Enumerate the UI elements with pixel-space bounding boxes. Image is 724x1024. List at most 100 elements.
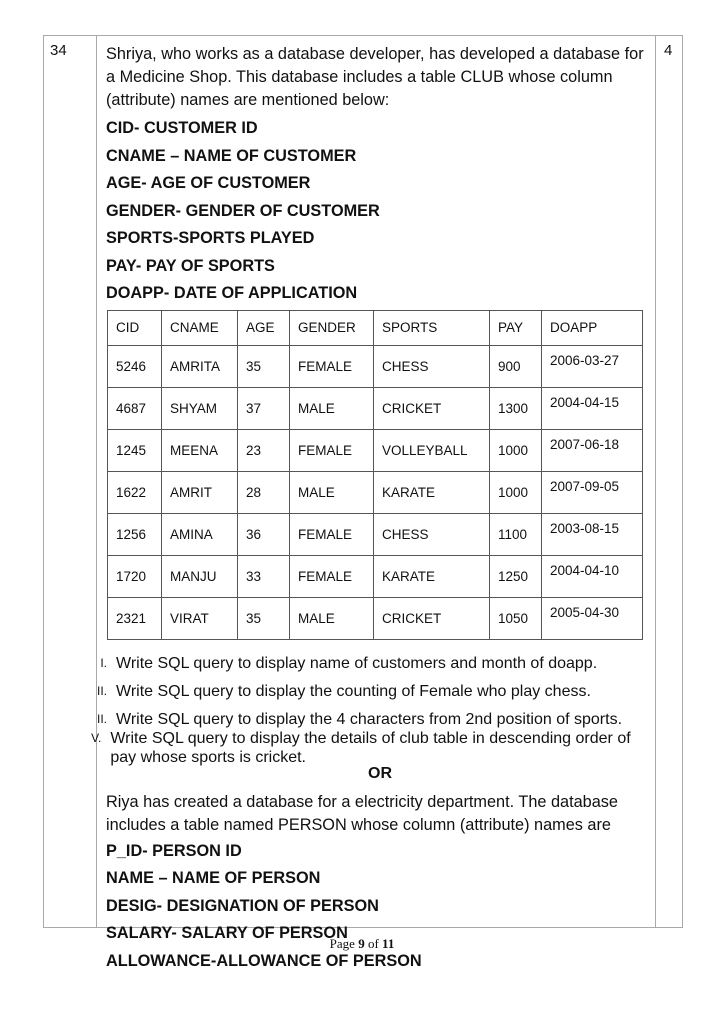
table-cell: 2004-04-10	[541, 554, 643, 598]
column-divider	[655, 36, 656, 927]
table-cell: MANJU	[161, 554, 238, 598]
table-header-row: CID CNAME AGE GENDER SPORTS PAY DOAPP	[107, 309, 643, 346]
sub-question-number: V.	[91, 730, 102, 745]
page-number: 9	[358, 936, 365, 951]
table-cell: 1050	[489, 596, 542, 640]
table-cell: MALE	[289, 596, 374, 640]
table-cell: 2004-04-15	[541, 386, 643, 430]
table-cell: 1300	[489, 386, 542, 430]
table-row: 1720 MANJU 33 FEMALE KARATE 1250 2004-04-10	[107, 554, 643, 598]
table-cell: AMINA	[161, 512, 238, 556]
header-cell: CID	[107, 309, 162, 346]
table-cell: 2005-04-30	[541, 596, 643, 640]
alt-attribute-list: P_ID- PERSON ID NAME – NAME OF PERSON DESI…	[106, 838, 654, 976]
sub-question: V. Write SQL query to display the details…	[91, 729, 654, 767]
question-table: 34 4 Shriya, who works as a database dev…	[43, 35, 683, 970]
table-cell: CHESS	[373, 512, 490, 556]
table-cell: MEENA	[161, 428, 238, 472]
table-row: 1622 AMRIT 28 MALE KARATE 1000 2007-09-05	[107, 470, 643, 514]
alt-attribute-item: DESIG- DESIGNATION OF PERSON	[106, 896, 379, 915]
table-row: 5246 AMRITA 35 FEMALE CHESS 900 2006-03-27	[107, 344, 643, 388]
intro-text: Shriya, who works as a database develope…	[106, 45, 644, 109]
table-cell: 1000	[489, 470, 542, 514]
table-cell: CRICKET	[373, 596, 490, 640]
sub-question-number: II.	[96, 683, 107, 698]
column-divider	[96, 36, 97, 927]
table-cell: 33	[237, 554, 290, 598]
sub-question: II. Write SQL query to display the 4 char…	[97, 710, 654, 729]
table-cell: SHYAM	[161, 386, 238, 430]
sub-question-text: Write SQL query to display the counting …	[116, 682, 591, 700]
table-cell: KARATE	[373, 554, 490, 598]
marks: 4	[664, 42, 673, 59]
or-separator: OR	[368, 764, 392, 782]
attribute-list: CID- CUSTOMER ID CNAME – NAME OF CUSTOMER…	[106, 115, 654, 308]
table-cell: AMRITA	[161, 344, 238, 388]
sub-question-text: Write SQL query to display the 4 charact…	[116, 710, 623, 728]
alt-attribute-item: P_ID- PERSON ID	[106, 841, 242, 860]
table-cell: VIRAT	[161, 596, 238, 640]
header-cell: DOAPP	[541, 309, 643, 346]
table-cell: 37	[237, 386, 290, 430]
table-cell: CRICKET	[373, 386, 490, 430]
table-cell: 23	[237, 428, 290, 472]
attribute-item: AGE- AGE OF CUSTOMER	[106, 174, 311, 192]
table-cell: 1720	[107, 554, 162, 598]
table-row: 2321 VIRAT 35 MALE CRICKET 1050 2005-04-30	[107, 596, 643, 640]
question-content: Shriya, who works as a database develope…	[91, 43, 654, 976]
table-cell: 1256	[107, 512, 162, 556]
alt-attribute-item: SALARY- SALARY OF PERSON	[106, 924, 348, 942]
sub-question-number: I.	[100, 655, 107, 670]
table-cell: 35	[237, 344, 290, 388]
sub-question: II. Write SQL query to display the counti…	[97, 682, 654, 701]
attribute-item: DOAPP- DATE OF APPLICATION	[106, 284, 358, 302]
attribute-item: CNAME – NAME OF CUSTOMER	[106, 146, 357, 165]
attribute-item: GENDER- GENDER OF CUSTOMER	[106, 201, 380, 220]
of-label: of	[367, 936, 379, 951]
table-cell: 900	[489, 344, 542, 388]
sub-question-text: Write SQL query to display name of custo…	[116, 654, 598, 672]
table-cell: 28	[237, 470, 290, 514]
attribute-item: SPORTS-SPORTS PLAYED	[106, 229, 315, 247]
page-label: Page	[329, 936, 355, 951]
table-cell: 1000	[489, 428, 542, 472]
table-cell: VOLLEYBALL	[373, 428, 490, 472]
attribute-item: PAY- PAY OF SPORTS	[106, 256, 275, 275]
table-row: 1245 MEENA 23 FEMALE VOLLEYBALL 1000 2007-06-1…	[107, 428, 643, 472]
table-cell: FEMALE	[289, 428, 374, 472]
table-row: 1256 AMINA 36 FEMALE CHESS 1100 2003-08-15	[107, 512, 643, 556]
page-footer: Page 9 of 11	[0, 936, 724, 952]
table-cell: 2003-08-15	[541, 512, 643, 556]
header-cell: SPORTS	[373, 309, 490, 346]
table-cell: 35	[237, 596, 290, 640]
club-table: CID CNAME AGE GENDER SPORTS PAY DOAPP 5246 AMRIT…	[107, 309, 643, 640]
table-cell: 2007-06-18	[541, 428, 643, 472]
table-cell: 1622	[107, 470, 162, 514]
table-cell: 2321	[107, 596, 162, 640]
total-pages: 11	[382, 936, 395, 951]
table-cell: 2006-03-27	[541, 344, 643, 388]
table-cell: AMRIT	[161, 470, 238, 514]
table-cell: 4687	[107, 386, 162, 430]
table-cell: KARATE	[373, 470, 490, 514]
table-cell: MALE	[289, 386, 374, 430]
table-cell: 1245	[107, 428, 162, 472]
alt-attribute-item: ALLOWANCE-ALLOWANCE OF PERSON	[106, 951, 422, 970]
sub-question-number: II.	[96, 711, 107, 726]
header-cell: CNAME	[161, 309, 238, 346]
table-row: 4687 SHYAM 37 MALE CRICKET 1300 2004-04-15	[107, 386, 643, 430]
table-cell: 36	[237, 512, 290, 556]
sub-question: I. Write SQL query to display name of cus…	[100, 654, 654, 673]
header-cell: PAY	[489, 309, 542, 346]
attribute-item: CID- CUSTOMER ID	[106, 119, 258, 137]
sub-question-text: Write SQL query to display the details o…	[110, 729, 631, 766]
table-cell: 2007-09-05	[541, 470, 643, 514]
table-cell: FEMALE	[289, 512, 374, 556]
table-cell: 1100	[489, 512, 542, 556]
table-cell: FEMALE	[289, 554, 374, 598]
alt-intro-text: Riya has created a database for a electr…	[106, 792, 618, 834]
alt-attribute-item: NAME – NAME OF PERSON	[106, 869, 321, 887]
table-cell: FEMALE	[289, 344, 374, 388]
sub-questions: I. Write SQL query to display name of cus…	[91, 654, 654, 767]
question-number: 34	[50, 42, 67, 59]
